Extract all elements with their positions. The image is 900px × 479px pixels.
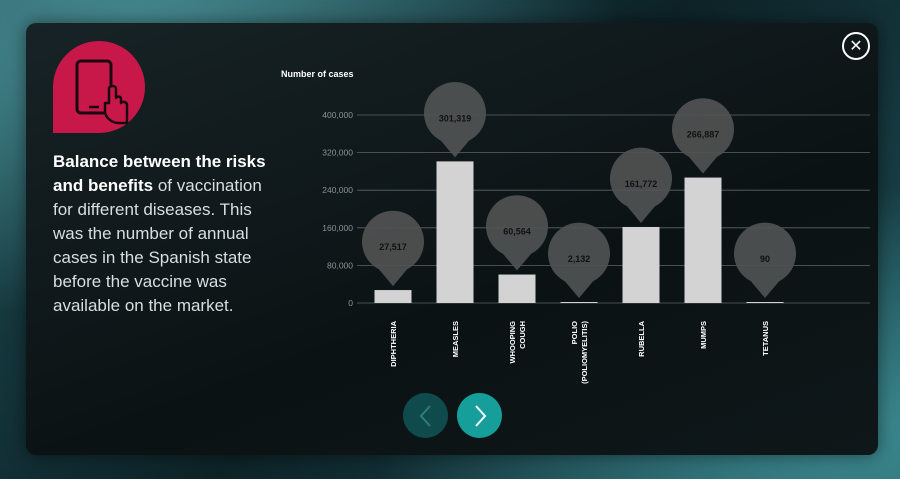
- y-tick-label: 0: [348, 298, 353, 308]
- x-tick-label: RUBELLA: [637, 320, 646, 356]
- data-label: 2,132: [568, 254, 591, 264]
- tablet-touch-icon: [53, 41, 145, 133]
- y-axis-label: Number of cases: [281, 69, 354, 79]
- x-tick-label: POLIO: [570, 321, 579, 345]
- data-bubble: [547, 222, 610, 298]
- data-label: 60,564: [503, 227, 531, 237]
- bar: [622, 226, 660, 303]
- data-bubble: [733, 222, 796, 298]
- bar: [374, 290, 412, 303]
- x-tick-label: TETANUS: [761, 321, 770, 356]
- bar: [436, 161, 474, 303]
- data-label: 301,319: [439, 113, 472, 123]
- prev-button[interactable]: [403, 393, 448, 438]
- close-icon: ✕: [849, 36, 863, 55]
- bar: [746, 302, 784, 303]
- data-label: 266,887: [687, 130, 720, 140]
- description-bold: Balance between the risks and benefits: [53, 152, 266, 195]
- bar: [498, 274, 536, 303]
- y-tick-label: 400,000: [322, 110, 353, 120]
- description-text: Balance between the risks and benefits o…: [53, 150, 273, 318]
- y-tick-label: 320,000: [322, 148, 353, 158]
- data-bubble: [671, 98, 734, 174]
- x-tick-label: (POLIOMYELITIS): [580, 321, 589, 384]
- y-tick-label: 80,000: [327, 260, 353, 270]
- x-tick-label: DIPHTHERIA: [389, 320, 398, 366]
- x-tick-label: COUGH: [518, 321, 527, 349]
- y-tick-label: 160,000: [322, 223, 353, 233]
- chevron-left-icon: [419, 404, 431, 427]
- chevron-right-icon: [474, 404, 486, 427]
- x-tick-label: WHOOPING: [508, 321, 517, 364]
- data-bubble: [361, 210, 424, 287]
- data-bubble: [424, 82, 486, 158]
- bar: [560, 301, 598, 303]
- bar: [684, 177, 722, 303]
- data-bubble: [609, 147, 672, 223]
- description-rest: of vaccination for different diseases. T…: [53, 176, 262, 315]
- data-label: 90: [760, 254, 770, 264]
- x-tick-label: MUMPS: [699, 321, 708, 349]
- data-bubble: [485, 195, 548, 271]
- x-tick-label: MEASLES: [451, 321, 460, 357]
- data-label: 161,772: [625, 179, 658, 189]
- close-button[interactable]: ✕: [842, 32, 870, 60]
- next-button[interactable]: [457, 393, 502, 438]
- y-tick-label: 240,000: [322, 185, 353, 195]
- data-label: 27,517: [379, 242, 407, 252]
